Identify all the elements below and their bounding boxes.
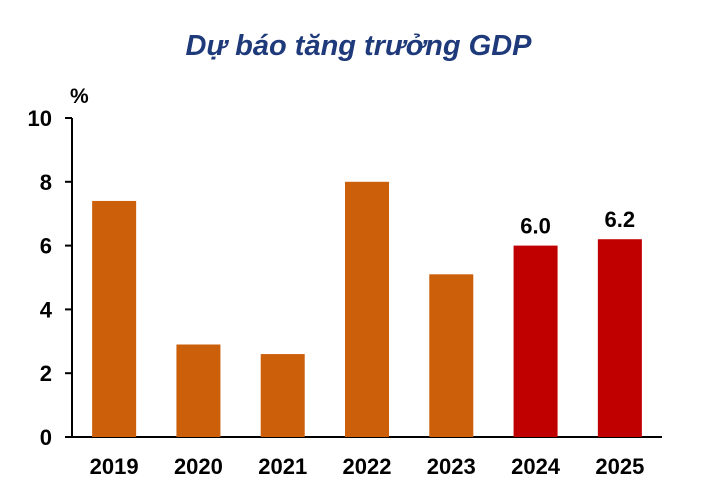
data-label: 6.0 bbox=[520, 214, 551, 239]
y-tick-label: 10 bbox=[28, 106, 52, 131]
x-tick-label: 2021 bbox=[258, 454, 307, 479]
bars bbox=[92, 181, 642, 437]
x-tick-label: 2019 bbox=[90, 454, 139, 479]
data-labels: 6.0 6.2 bbox=[520, 207, 635, 238]
y-unit-label: % bbox=[70, 85, 89, 108]
y-tick-label: 4 bbox=[40, 297, 53, 322]
y-tick-label: 0 bbox=[40, 425, 52, 450]
x-tick-label: 2024 bbox=[511, 454, 561, 479]
bar-2021 bbox=[260, 354, 305, 437]
y-tick-label: 6 bbox=[40, 234, 52, 259]
bar-2019 bbox=[92, 200, 137, 437]
x-tick-label: 2022 bbox=[343, 454, 392, 479]
chart-title: Dự báo tăng trưởng GDP bbox=[185, 30, 532, 62]
x-tick-label: 2020 bbox=[174, 454, 223, 479]
y-tick-label: 8 bbox=[40, 170, 52, 195]
bar-2024 bbox=[513, 245, 558, 437]
bar-2022 bbox=[345, 181, 389, 437]
data-label: 6.2 bbox=[605, 207, 636, 232]
y-tick-label: 2 bbox=[40, 361, 52, 386]
y-ticks: 0 2 4 6 8 10 bbox=[28, 106, 72, 450]
x-tick-labels: 2019 2020 2021 2022 2023 2024 2025 bbox=[90, 454, 645, 479]
bar-2023 bbox=[429, 274, 474, 437]
bar-2025 bbox=[597, 239, 642, 437]
x-tick-label: 2025 bbox=[595, 454, 644, 479]
x-tick-label: 2023 bbox=[427, 454, 476, 479]
bar-2020 bbox=[176, 344, 221, 437]
